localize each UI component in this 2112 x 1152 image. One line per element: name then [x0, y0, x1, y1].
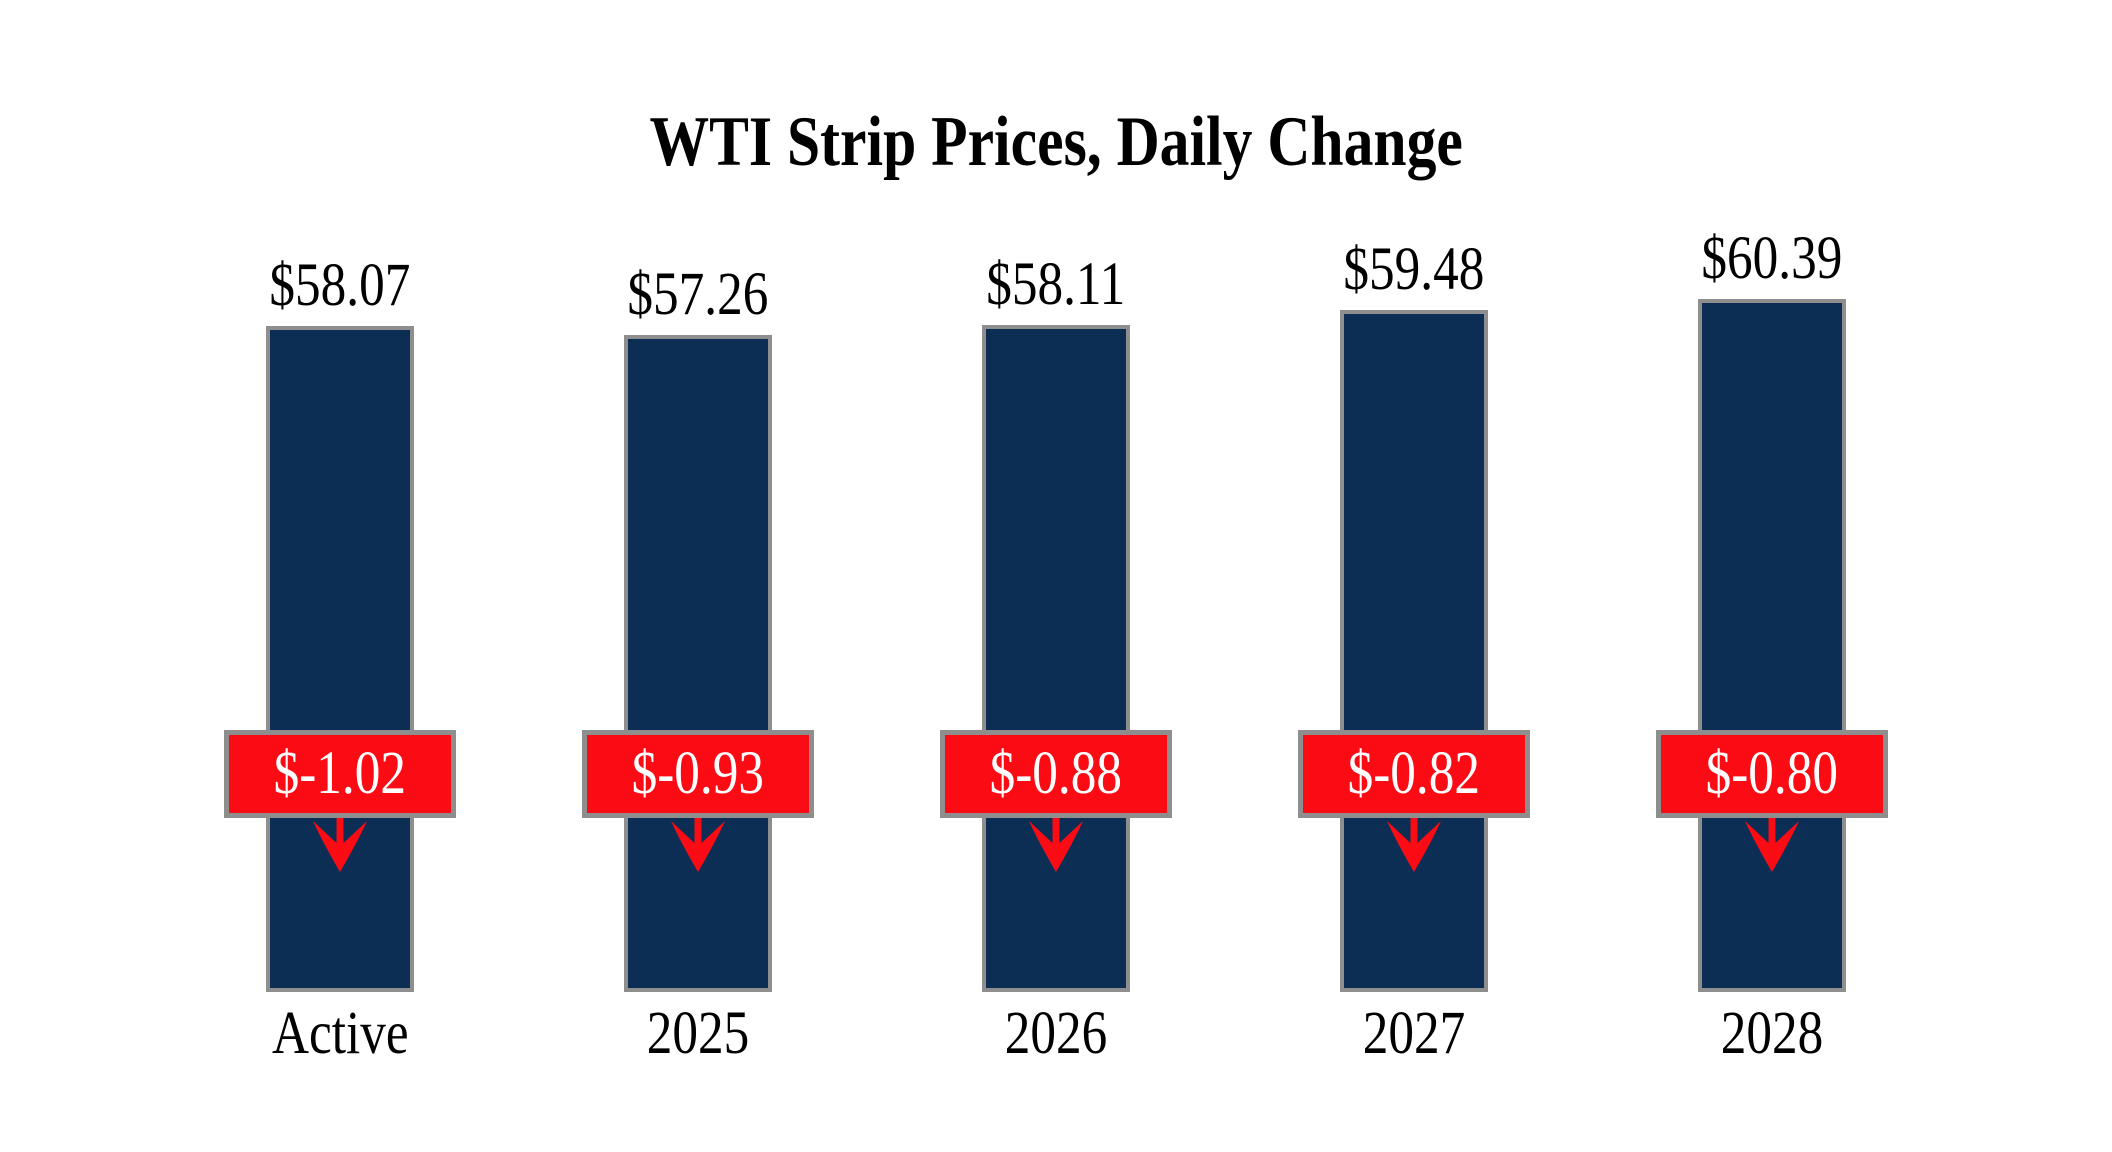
down-arrow-icon	[1387, 813, 1441, 872]
bar	[1698, 299, 1846, 992]
change-value: $-0.82	[1347, 740, 1481, 807]
change-value: $-0.93	[631, 740, 765, 807]
chart-title: WTI Strip Prices, Daily Change	[0, 96, 2112, 188]
change-badge: $-0.88	[940, 730, 1172, 818]
bar	[982, 325, 1130, 992]
chart-title-text: WTI Strip Prices, Daily Change	[649, 103, 1463, 181]
price-label: $58.11	[896, 253, 1216, 317]
price-label-text: $59.48	[1343, 236, 1485, 303]
category-label: 2026	[896, 1002, 1216, 1066]
category-label: 2027	[1254, 1002, 1574, 1066]
price-label-text: $57.26	[627, 261, 769, 328]
bar	[1340, 310, 1488, 992]
category-label: 2028	[1612, 1002, 1932, 1066]
category-label-text: 2026	[1004, 1000, 1108, 1067]
category-label-text: 2027	[1362, 1000, 1466, 1067]
down-arrow-icon	[313, 813, 367, 872]
down-arrow-icon	[1745, 813, 1799, 872]
change-badge: $-0.80	[1656, 730, 1888, 818]
category-label: 2025	[538, 1002, 858, 1066]
category-label: Active	[180, 1002, 500, 1066]
price-label-text: $58.11	[986, 251, 1126, 318]
bar	[266, 326, 414, 992]
price-label: $59.48	[1254, 238, 1574, 302]
category-label-text: 2025	[646, 1000, 750, 1067]
change-value: $-0.88	[989, 740, 1123, 807]
price-label-text: $60.39	[1701, 225, 1843, 292]
change-badge: $-0.82	[1298, 730, 1530, 818]
price-label: $58.07	[180, 254, 500, 318]
change-badge: $-0.93	[582, 730, 814, 818]
down-arrow-icon	[671, 813, 725, 872]
change-value: $-1.02	[273, 740, 407, 807]
category-label-text: Active	[271, 1000, 409, 1067]
category-label-text: 2028	[1720, 1000, 1824, 1067]
price-label-text: $58.07	[269, 252, 411, 319]
change-badge: $-1.02	[224, 730, 456, 818]
change-value: $-0.80	[1705, 740, 1839, 807]
price-label: $57.26	[538, 263, 858, 327]
bar	[624, 335, 772, 992]
down-arrow-icon	[1029, 813, 1083, 872]
price-label: $60.39	[1612, 227, 1932, 291]
